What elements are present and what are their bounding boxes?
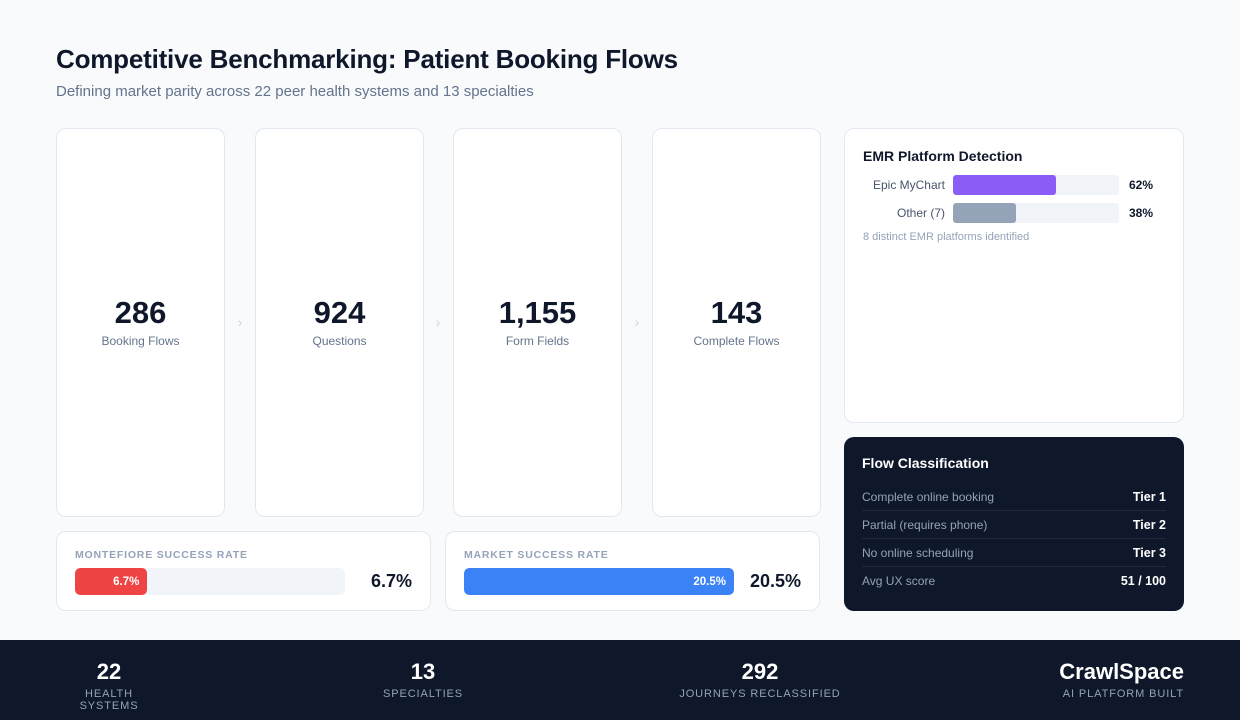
emr-note: 8 distinct EMR platforms identified: [863, 231, 1030, 243]
emr-row-epic: Epic MyChart 62%: [845, 175, 1185, 195]
flow-row-value: Tier 1: [1132, 489, 1166, 504]
funnel-card-form-fields: 1,155 Form Fields: [453, 128, 622, 517]
funnel-label: Form Fields: [505, 334, 570, 348]
funnel-value: 286: [114, 295, 167, 330]
stat-label: SPECIALTIES: [383, 688, 463, 701]
montefiore-success-rate-card: MONTEFIORE SUCCESS RATE 6.7% 6.7%: [56, 531, 431, 611]
funnel-card-questions: 924 Questions: [255, 128, 424, 517]
funnel-label: Booking Flows: [101, 334, 180, 348]
funnel-label: Complete Flows: [693, 334, 780, 348]
funnel-value: 924: [313, 295, 366, 330]
flow-row-value: Tier 3: [1132, 545, 1166, 560]
chevron-right-icon: ›: [634, 314, 640, 330]
emr-row-other: Other (7) 38%: [845, 203, 1185, 223]
rate-value: 20.5%: [749, 571, 801, 591]
stat-label: HEALTH SYSTEMS: [79, 688, 139, 713]
footer-stat-specialties: 13 SPECIALTIES: [373, 659, 473, 701]
funnel: 286 Booking Flows › 924 Questions › 1,15…: [56, 128, 821, 517]
stat-label: JOURNEYS RECLASSIFIED: [679, 688, 841, 701]
flow-row-label: Partial (requires phone): [862, 517, 988, 532]
flow-row-label: No online scheduling: [862, 545, 974, 560]
footer-stat-journeys: 292 JOURNEYS RECLASSIFIED: [676, 659, 844, 701]
chevron-right-icon: ›: [237, 314, 243, 330]
flow-row: Partial (requires phone) Tier 2: [862, 511, 1166, 539]
brand: CrawlSpace AI PLATFORM BUILT: [1059, 659, 1184, 701]
funnel-value: 143: [710, 295, 763, 330]
flow-row: Avg UX score 51 / 100: [862, 567, 1166, 595]
rate-bar-fill: 20.5%: [464, 568, 734, 595]
panel-title: EMR Platform Detection: [863, 148, 1023, 164]
emr-pct: 38%: [1129, 206, 1154, 220]
flow-row-value: 51 / 100: [1120, 574, 1166, 588]
flow-row-label: Avg UX score: [862, 574, 936, 588]
funnel-label: Questions: [312, 334, 367, 348]
funnel-value: 1,155: [498, 295, 577, 330]
emr-platform-panel: EMR Platform Detection Epic MyChart 62% …: [844, 128, 1184, 423]
stat-value: 22: [96, 659, 122, 684]
flow-classification-panel: Flow Classification Complete online book…: [844, 437, 1184, 611]
footer-stat-health-systems: 22 HEALTH SYSTEMS: [56, 659, 162, 713]
footer-bar: 22 HEALTH SYSTEMS 13 SPECIALTIES 292 JOU…: [0, 640, 1240, 720]
emr-bar-fill: [953, 175, 1056, 195]
stat-value: 13: [410, 659, 436, 684]
emr-name: Other (7): [896, 206, 945, 220]
chevron-right-icon: ›: [435, 314, 441, 330]
rate-label: MONTEFIORE SUCCESS RATE: [75, 549, 248, 561]
emr-bar-fill: [953, 203, 1017, 223]
rate-bar-fill: 6.7%: [75, 568, 148, 595]
rate-label: MARKET SUCCESS RATE: [464, 549, 609, 561]
funnel-card-complete-flows: 143 Complete Flows: [652, 128, 821, 517]
market-success-rate-card: MARKET SUCCESS RATE 20.5% 20.5%: [445, 531, 820, 611]
flow-row-label: Complete online booking: [862, 489, 995, 504]
funnel-card-booking-flows: 286 Booking Flows: [56, 128, 225, 517]
flow-row: No online scheduling Tier 3: [862, 539, 1166, 567]
emr-name: Epic MyChart: [872, 178, 945, 192]
rate-value: 6.7%: [370, 571, 412, 591]
emr-bar-track: [953, 203, 1119, 223]
rate-bar-track: 20.5%: [464, 568, 734, 595]
rate-bar-label: 20.5%: [693, 575, 726, 588]
page-title: Competitive Benchmarking: Patient Bookin…: [56, 44, 678, 74]
rate-bar-track: 6.7%: [75, 568, 345, 595]
brand-logo: CrawlSpace: [1059, 659, 1184, 684]
emr-bar-track: [953, 175, 1119, 195]
rate-bar-label: 6.7%: [113, 575, 140, 588]
emr-pct: 62%: [1129, 178, 1154, 192]
page-subtitle: Defining market parity across 22 peer he…: [56, 83, 534, 100]
stat-value: 292: [741, 659, 779, 684]
brand-tagline: AI PLATFORM BUILT: [1062, 688, 1184, 701]
panel-title: Flow Classification: [862, 455, 989, 471]
flow-row-value: Tier 2: [1132, 517, 1166, 532]
flow-row: Complete online booking Tier 1: [862, 483, 1166, 511]
